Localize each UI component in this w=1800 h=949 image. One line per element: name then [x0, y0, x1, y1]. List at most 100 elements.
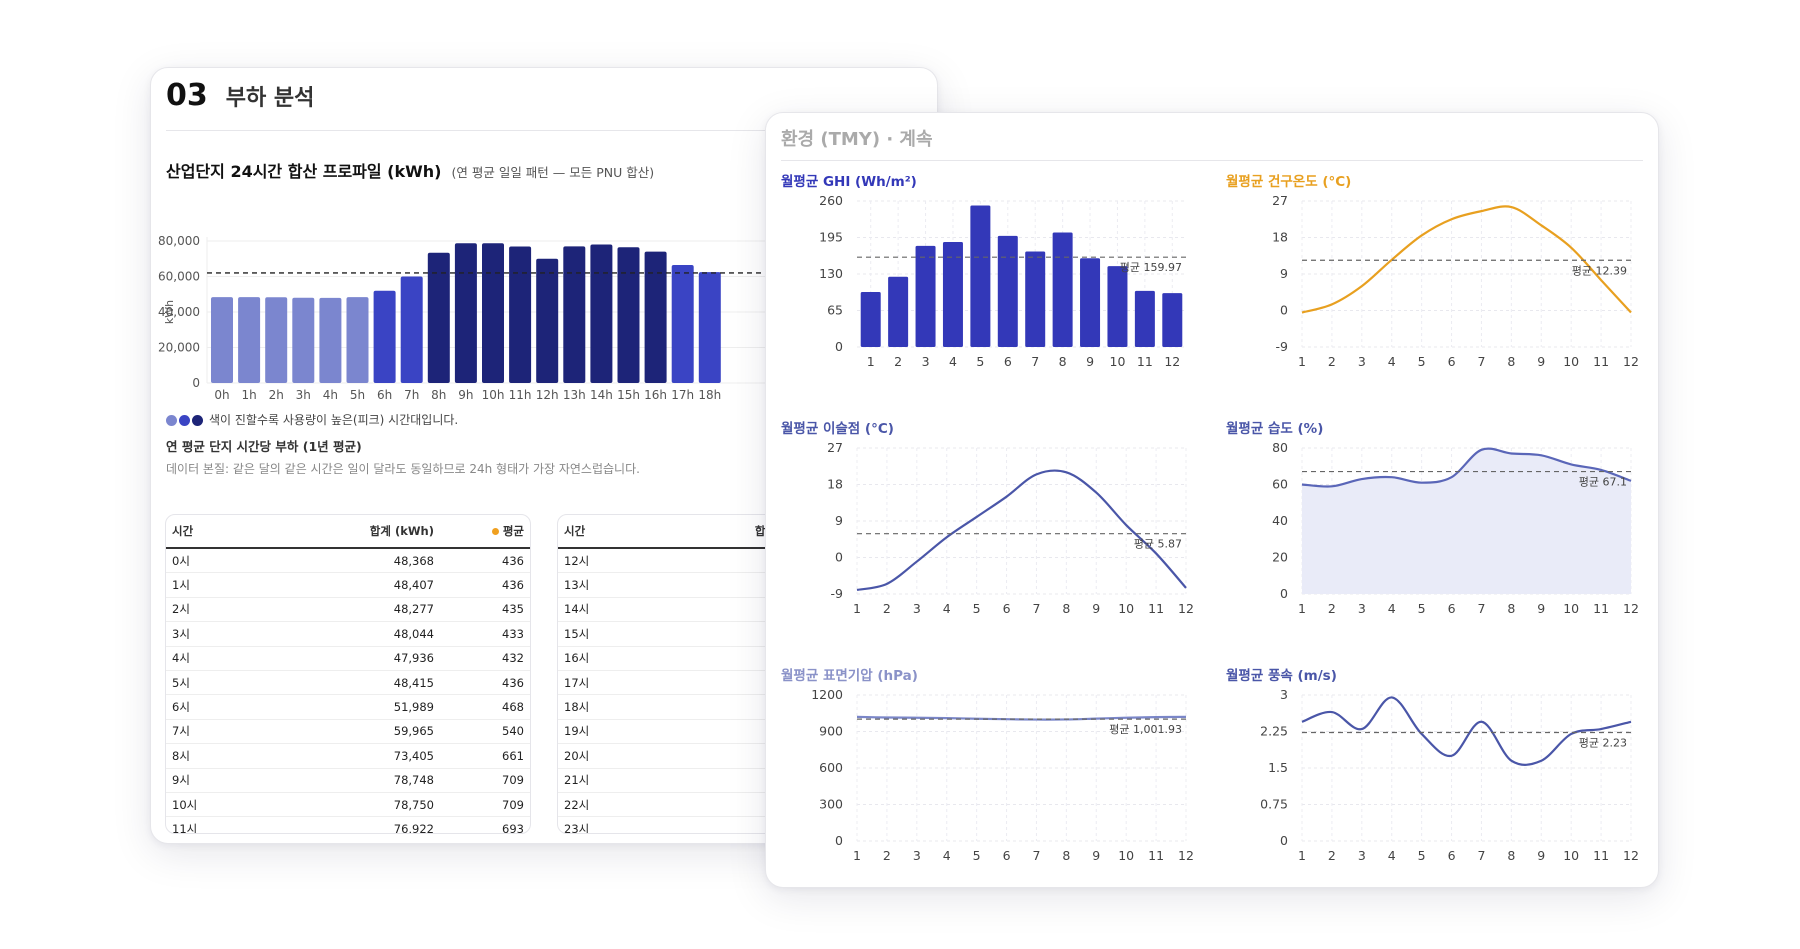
env-chart-panel: 월평균 풍속 (m/s) 0 0.75 1.5 2.25 3 1 2 3 4 5 6 7 8 9 10 11 12… [1226, 657, 1656, 887]
cell-total: 48,415 [258, 670, 440, 696]
x-tick-label: 3 [1358, 848, 1366, 863]
cell-empty [650, 768, 782, 793]
load-bar [482, 243, 504, 383]
y-axis-label: kWh [163, 300, 176, 324]
y-tick-label: 40 [1272, 513, 1288, 528]
load-chart-subtitle: (연 평균 일일 패턴 — 모든 PNU 합산) [451, 165, 655, 180]
x-tick-label: 8 [1062, 601, 1070, 616]
y-tick-label: 0 [835, 339, 843, 354]
env-chart-panel: 월평균 습도 (%) 0 20 40 60 80 1 2 3 4 5 6 7 8 9 10 11 12 평균 67.… [1226, 410, 1656, 650]
cell-total: 76,922 [258, 816, 440, 833]
ghi-bar [1025, 251, 1046, 347]
x-tick-label: 9 [1092, 848, 1100, 863]
env-chart-title: 월평균 건구온도 (°C) [1226, 174, 1352, 190]
table-row: 3시 48,044 433 [166, 621, 530, 647]
load-profile-chart: 0 20,000 40,000 60,000 80,000 kWh 0h 1h 2h 3h 4h 5h… [158, 234, 931, 402]
x-tick-label: 4 [943, 848, 951, 863]
env-chart-title: 월평균 습도 (%) [1226, 421, 1324, 437]
ghi-bar [970, 205, 991, 347]
x-tick-label: 7h [404, 388, 419, 402]
cell-average: 433 [440, 621, 530, 647]
average-label: 평균 67.1 [1579, 476, 1627, 489]
y-tick-label: 80 [1272, 440, 1288, 455]
col-header-hour: 시간 [558, 515, 650, 549]
cell-average: 540 [440, 719, 530, 745]
series-line [856, 469, 1187, 592]
load-bar [671, 264, 694, 383]
x-tick-label: 9h [458, 388, 473, 402]
cell-hour: 13시 [558, 572, 650, 598]
legend-dot-mid [179, 415, 190, 426]
average-label: 평균 5.87 [1134, 538, 1182, 551]
x-tick-label: 1 [1298, 354, 1306, 369]
cell-hour: 15시 [558, 621, 650, 647]
cell-hour: 1시 [166, 572, 258, 598]
x-tick-label: 7 [1477, 848, 1485, 863]
table-row: 10시 78,750 709 [166, 792, 530, 818]
y-tick-label: 195 [819, 230, 843, 245]
x-tick-label: 10 [1118, 601, 1134, 616]
x-tick-label: 2 [1328, 601, 1336, 616]
area-fill [1302, 448, 1631, 594]
x-tick-label: 1 [867, 354, 875, 369]
y-tick-label: 20 [1272, 550, 1288, 565]
cell-hour: 23시 [558, 816, 650, 833]
cell-average: 709 [440, 768, 530, 793]
cell-total: 48,044 [258, 621, 440, 647]
x-tick-label: 5 [976, 354, 984, 369]
y-tick-label: 600 [819, 760, 843, 775]
average-label: 평균 1,001.93 [1109, 723, 1182, 736]
x-tick-label: 6 [1004, 354, 1012, 369]
y-tick-label: 0 [1280, 833, 1288, 848]
x-tick-label: 7 [1477, 354, 1485, 369]
load-bar [427, 252, 450, 383]
x-tick-label: 14h [590, 388, 613, 402]
x-tick-label: 5 [973, 601, 981, 616]
x-tick-label: 13h [563, 388, 586, 402]
table-row: 9시 78,748 709 [166, 768, 530, 793]
cell-hour: 4시 [166, 646, 258, 671]
x-tick-label: 3h [296, 388, 311, 402]
x-tick-label: 10 [1563, 848, 1579, 863]
x-tick-label: 4 [949, 354, 957, 369]
x-tick-label: 5 [1418, 354, 1426, 369]
cell-average: 432 [440, 646, 530, 671]
ghi-bar [1080, 258, 1101, 347]
load-bar [292, 297, 315, 383]
section-divider [166, 130, 926, 131]
cell-hour: 21시 [558, 768, 650, 793]
load-bar [400, 276, 423, 383]
cell-hour: 18시 [558, 694, 650, 720]
x-tick-label: 10 [1563, 601, 1579, 616]
cell-empty [650, 670, 782, 696]
load-bar [563, 246, 586, 383]
x-tick-label: 8h [431, 388, 446, 402]
x-tick-label: 0h [214, 388, 229, 402]
x-tick-label: 11h [509, 388, 532, 402]
table-row: 2시 48,277 435 [166, 597, 530, 623]
col-header-total: 합계 [650, 515, 782, 549]
table-row: 11시 76,922 693 [166, 816, 530, 833]
x-tick-label: 9 [1086, 354, 1094, 369]
y-tick-label: 60,000 [158, 270, 200, 284]
cell-hour: 12시 [558, 548, 650, 574]
table-row: 4시 47,936 432 [166, 646, 530, 671]
x-tick-label: 1 [853, 848, 861, 863]
load-chart-title: 산업단지 24시간 합산 프로파일 (kWh) [166, 162, 442, 181]
x-tick-label: 12 [1178, 601, 1194, 616]
cell-total: 73,405 [258, 743, 440, 769]
cell-hour: 9시 [166, 768, 258, 793]
x-tick-label: 8 [1507, 601, 1515, 616]
load-bar [238, 297, 261, 383]
cell-hour: 8시 [166, 743, 258, 769]
env-chart-panel: 월평균 건구온도 (°C) -9 0 9 18 27 1 2 3 4 5 6 7 8 9 10 11 12 평균 1… [1226, 163, 1656, 403]
section-header: 03 부하 분석 [166, 78, 314, 113]
x-tick-label: 3 [913, 601, 921, 616]
cell-average: 436 [440, 572, 530, 598]
y-tick-label: 300 [819, 797, 843, 812]
average-label: 평균 159.97 [1120, 261, 1182, 274]
env-chart-title: 월평균 풍속 (m/s) [1226, 668, 1337, 684]
x-tick-label: 12 [1164, 354, 1180, 369]
y-tick-label: 900 [819, 724, 843, 739]
